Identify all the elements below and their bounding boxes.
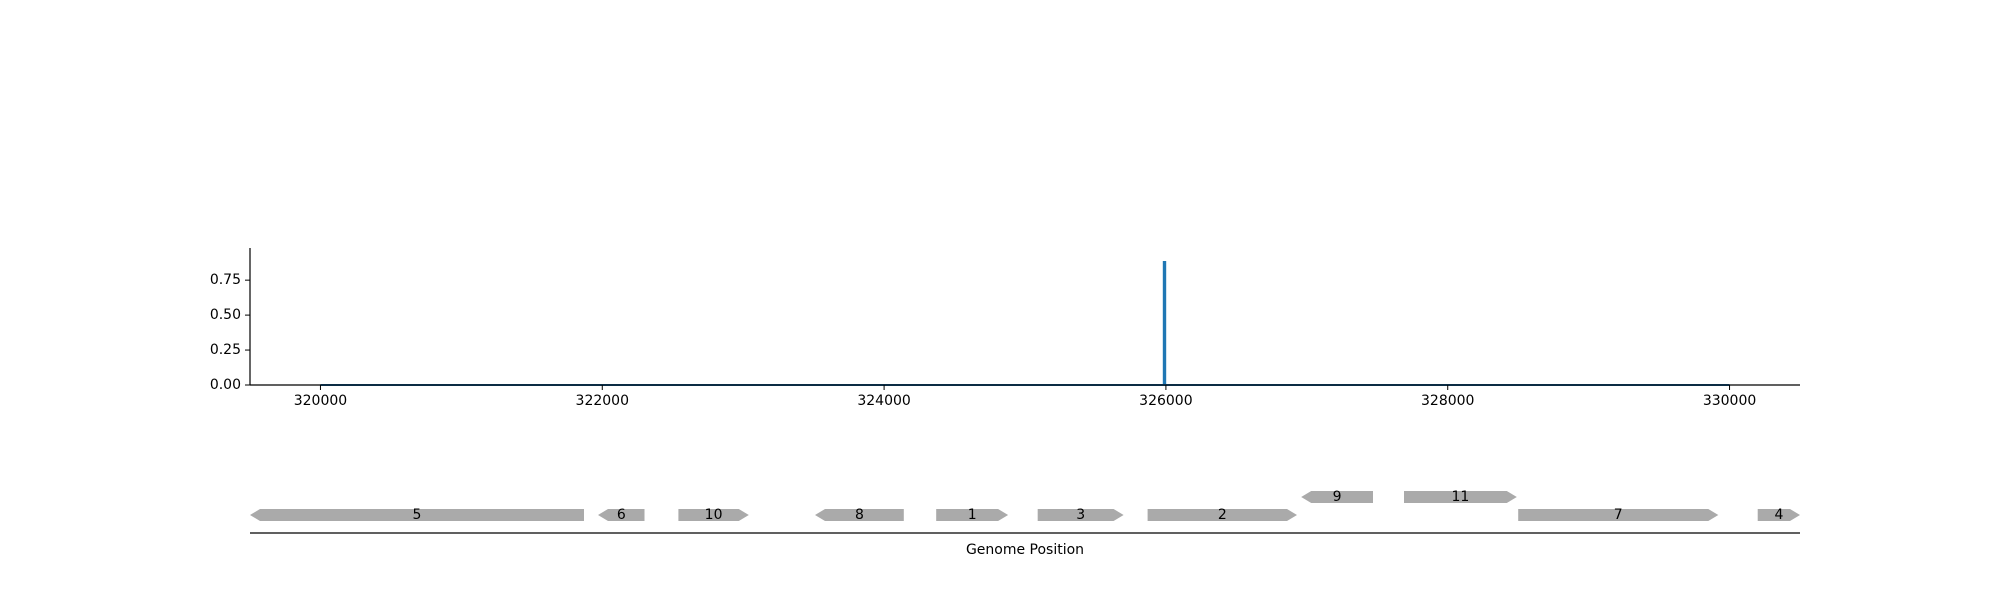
gene-feature-label: 3 [1076, 507, 1085, 523]
gene-feature-10 [678, 509, 749, 521]
gene-feature-1 [936, 509, 1009, 521]
gene-feature-label: 4 [1774, 507, 1783, 523]
y-ticks: 0.00 0.25 0.50 0.75 [210, 272, 250, 393]
y-tick-label: 0.00 [210, 377, 241, 393]
gene-track: 5 6 10 8 1 3 2 9 11 7 4 Genome Position [250, 489, 1800, 558]
y-tick-label: 0.25 [210, 342, 241, 358]
coverage-series [320, 261, 1730, 386]
gene-feature-2 [1147, 509, 1297, 521]
gene-feature-7 [1518, 509, 1719, 521]
gene-feature-label: 11 [1451, 489, 1469, 505]
x-tick-label: 324000 [857, 393, 910, 409]
gene-feature-label: 1 [968, 507, 977, 523]
gene-feature-6 [598, 509, 645, 521]
gene-feature-label: 7 [1614, 507, 1623, 523]
gene-feature-label: 6 [617, 507, 626, 523]
gene-feature-label: 5 [413, 507, 422, 523]
coverage-line-0 [320, 261, 1730, 386]
gene-feature-label: 10 [705, 507, 723, 523]
x-ticks: 320000 322000 324000 326000 328000 330000 [294, 385, 1756, 409]
gene-feature-11 [1404, 491, 1517, 503]
x-tick-label: 322000 [576, 393, 629, 409]
gene-feature-8 [815, 509, 904, 521]
x-tick-label: 330000 [1703, 393, 1756, 409]
gene-feature-label: 9 [1333, 489, 1342, 505]
gene-feature-3 [1037, 509, 1124, 521]
coverage-plot: 320000 322000 324000 326000 328000 330000 0.0… [210, 248, 1800, 409]
gene-feature-4 [1757, 509, 1800, 521]
gene-track-xlabel: Genome Position [966, 542, 1084, 558]
y-tick-label: 0.75 [210, 272, 241, 288]
gene-feature-label: 2 [1218, 507, 1227, 523]
gene-features: 5 6 10 8 1 3 2 9 11 7 4 [250, 489, 1800, 523]
x-tick-label: 328000 [1421, 393, 1474, 409]
x-tick-label: 320000 [294, 393, 347, 409]
gene-feature-9 [1301, 491, 1373, 503]
y-tick-label: 0.50 [210, 307, 241, 323]
gene-feature-label: 8 [855, 507, 864, 523]
x-tick-label: 326000 [1139, 393, 1192, 409]
gene-feature-5 [250, 509, 584, 521]
